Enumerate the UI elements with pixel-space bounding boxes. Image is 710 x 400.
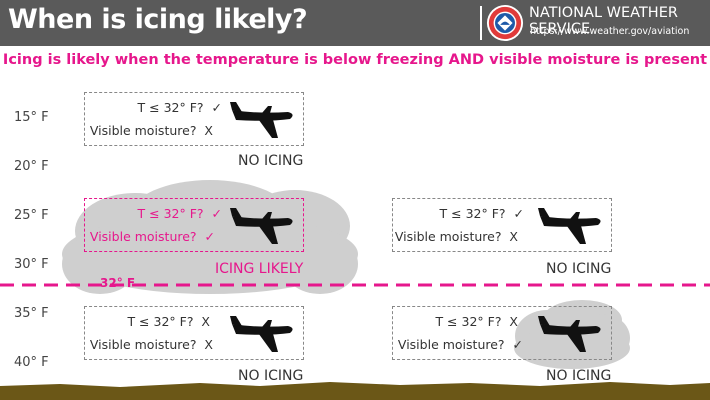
header-divider xyxy=(480,6,482,40)
result-label: NO ICING xyxy=(238,368,304,384)
temp-answer: X xyxy=(509,314,518,329)
moisture-answer: ✓ xyxy=(204,229,215,244)
temp-answer: ✓ xyxy=(211,100,222,115)
airplane-icon xyxy=(230,208,293,244)
cloud-icon xyxy=(514,300,630,369)
result-label: NO ICING xyxy=(546,261,612,277)
scenario-box xyxy=(84,306,304,360)
moisture-question: Visible moisture? X xyxy=(89,337,213,352)
temp-label: 15° F xyxy=(14,110,49,125)
header-bar: When is icing likely? NATIONAL WEATHER S… xyxy=(0,0,710,46)
moisture-answer: ✓ xyxy=(512,337,523,352)
moisture-question: Visible moisture? X xyxy=(89,123,213,138)
moisture-question: Visible moisture? ✓ xyxy=(89,229,215,244)
airplane-icon xyxy=(538,316,601,352)
temp-label: 20° F xyxy=(14,159,49,174)
temp-question: T ≤ 32° F? X xyxy=(127,314,210,329)
moisture-answer: X xyxy=(509,229,518,244)
temp-label: 35° F xyxy=(14,306,49,321)
temp-label: 40° F xyxy=(14,355,49,370)
temp-question: T ≤ 32° F? ✓ xyxy=(439,206,524,221)
nws-logo-icon xyxy=(486,4,524,42)
agency-url: https://www.weather.gov/aviation xyxy=(530,26,690,37)
temp-question: T ≤ 32° F? X xyxy=(435,314,518,329)
subtitle: Icing is likely when the temperature is … xyxy=(2,52,708,68)
result-label: ICING LIKELY xyxy=(215,261,304,277)
moisture-question: Visible moisture? ✓ xyxy=(397,337,523,352)
scenario-box xyxy=(392,306,612,360)
result-label: NO ICING xyxy=(238,153,304,169)
moisture-question: Visible moisture? X xyxy=(394,229,518,244)
cloud-icon xyxy=(62,180,358,294)
airplane-icon xyxy=(230,316,293,352)
ground-strip xyxy=(0,382,710,400)
temp-answer: X xyxy=(201,314,210,329)
moisture-answer: X xyxy=(204,337,213,352)
temp-question: T ≤ 32° F? ✓ xyxy=(137,100,222,115)
temp-label: 30° F xyxy=(14,257,49,272)
airplane-icon xyxy=(230,102,293,138)
scenario-box xyxy=(84,92,304,146)
moisture-answer: X xyxy=(204,123,213,138)
agency-name: NATIONAL WEATHER SERVICE xyxy=(529,5,678,37)
temp-label: 25° F xyxy=(14,208,49,223)
scenario-box xyxy=(392,198,612,252)
temp-question: T ≤ 32° F? ✓ xyxy=(137,206,222,221)
temp-answer: ✓ xyxy=(513,206,524,221)
result-label: NO ICING xyxy=(546,368,612,384)
freezing-line xyxy=(0,283,710,287)
airplane-icon xyxy=(538,208,601,244)
freezing-line-label: 32° F xyxy=(100,276,136,290)
page-title: When is icing likely? xyxy=(8,4,308,35)
scenario-box xyxy=(84,198,304,252)
temp-answer: ✓ xyxy=(211,206,222,221)
